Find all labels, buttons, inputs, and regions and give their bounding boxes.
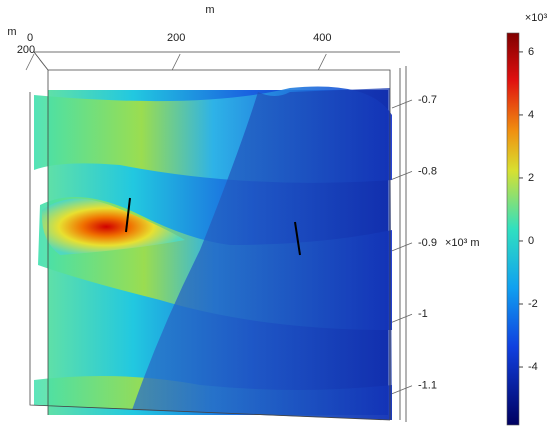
z-tick — [391, 385, 413, 395]
y-tick — [39, 59, 49, 71]
fault-plane — [132, 88, 392, 420]
colorbar-exponent: ×10³ — [525, 12, 548, 24]
x-axis-unit: m — [205, 4, 214, 16]
colorbar-tick-label: 0 — [528, 235, 534, 247]
x-tick — [171, 53, 181, 71]
colorbar-tick-label: -4 — [528, 361, 538, 373]
y-tick-label: 200 — [17, 44, 35, 56]
z-tick-label: -0.9 — [418, 237, 437, 249]
hot-zone — [41, 198, 186, 255]
axes: m m ×10³ m ×10³ 0 200 400200-0.7-0.8-0.9-1… — [7, 4, 548, 426]
x-tick-label: 200 — [167, 32, 185, 44]
y-axis-unit: m — [7, 26, 16, 38]
x-tick — [25, 53, 35, 71]
colorbar-tick-label: 6 — [528, 46, 534, 58]
colorbar-tick-label: 4 — [528, 109, 534, 121]
colorbar-tick-label: 2 — [528, 172, 534, 184]
z-tick-label: -0.8 — [418, 165, 437, 177]
z-tick — [391, 171, 413, 180]
x-tick-label: 0 — [27, 32, 33, 44]
colorbar — [506, 32, 520, 426]
colorbar-tick-label: -2 — [528, 298, 538, 310]
z-tick — [391, 242, 413, 252]
z-axis-unit: ×10³ m — [445, 237, 480, 249]
z-tick-label: -1.1 — [418, 380, 437, 392]
z-tick-label: -0.7 — [418, 94, 437, 106]
x-tick-label: 400 — [313, 32, 331, 44]
x-tick — [317, 53, 327, 71]
z-tick-label: -1 — [418, 308, 428, 320]
z-tick — [391, 313, 413, 323]
well — [125, 197, 131, 233]
well — [294, 221, 301, 256]
render — [29, 51, 407, 422]
box-edges — [29, 51, 407, 422]
z-tick — [391, 99, 413, 109]
